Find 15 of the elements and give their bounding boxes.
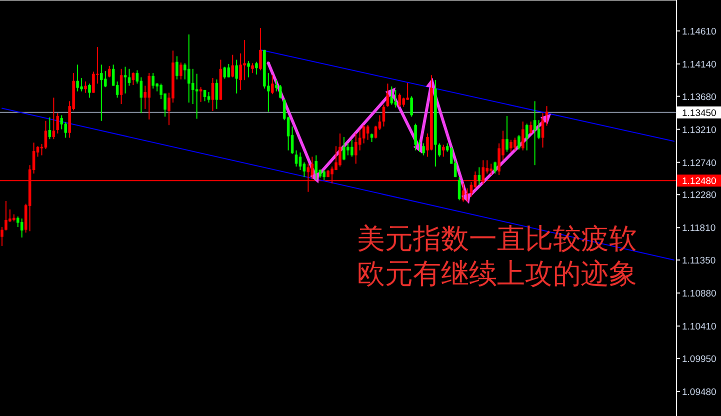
y-tick-label: 1.11810 bbox=[682, 223, 716, 234]
y-tick-label: 1.10410 bbox=[682, 322, 716, 333]
y-tick-label: 1.13680 bbox=[682, 92, 716, 103]
y-tick-label: 1.14610 bbox=[682, 26, 716, 38]
ref-line-label: 1.13450 bbox=[682, 108, 716, 119]
annotation: 欧元有继续上攻的迹象 bbox=[357, 257, 637, 290]
y-tick-label: 1.09950 bbox=[682, 354, 716, 365]
y-tick-label: 1.09480 bbox=[682, 386, 716, 398]
y-tick-label: 1.10880 bbox=[682, 288, 716, 300]
y-tick-label: 1.12740 bbox=[682, 158, 716, 169]
y-tick-label: 1.11350 bbox=[682, 256, 716, 266]
y-tick-label: 1.14140 bbox=[682, 59, 716, 70]
y-tick-label: 1.12280 bbox=[682, 190, 716, 202]
y-tick-label: 1.13210 bbox=[682, 124, 716, 136]
ref-line-label: 1.12480 bbox=[682, 176, 716, 188]
